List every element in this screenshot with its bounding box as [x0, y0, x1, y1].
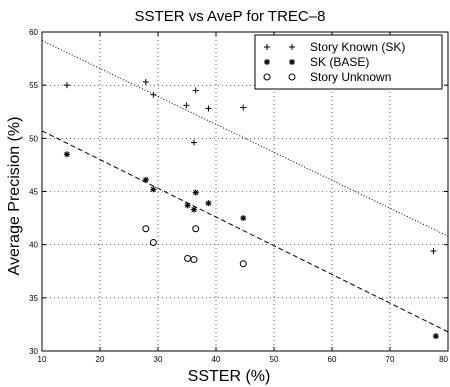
- y-tick-label: 40: [29, 241, 38, 250]
- x-tick-label: 40: [212, 355, 221, 364]
- x-tick-label: 20: [96, 355, 105, 364]
- legend-sk-label: Story Known (SK): [310, 40, 405, 54]
- x-tick-label: 10: [38, 355, 47, 364]
- y-tick-label: 55: [29, 81, 38, 90]
- story-unknown-point: [149, 239, 157, 247]
- legend-sk-base-marker-right: [289, 59, 295, 65]
- sk-point: [142, 78, 149, 85]
- sk-point: [240, 104, 247, 111]
- sk-point: [205, 105, 212, 112]
- legend-story-unknown-label: Story Unknown: [310, 70, 391, 84]
- sk-base-point: [240, 215, 247, 222]
- x-tick-label: 50: [270, 355, 279, 364]
- x-tick-label: 80: [439, 355, 448, 364]
- data-points: [63, 78, 439, 340]
- fit-lines: [41, 40, 449, 333]
- y-axis-label: Average Precision (%): [6, 117, 23, 276]
- x-tick-label: 70: [386, 355, 395, 364]
- story-unknown-point: [239, 260, 247, 268]
- legend-story-unknown-marker-right: [288, 73, 296, 81]
- dotted-fit-line: [41, 40, 449, 237]
- sk-base-point: [432, 333, 439, 340]
- story-unknown-point: [192, 225, 200, 233]
- sk-base-point: [190, 206, 197, 213]
- dashed-fit-line: [41, 130, 449, 333]
- story-unknown-point: [184, 254, 192, 262]
- sk-base-point: [63, 151, 70, 158]
- sk-base-point: [205, 200, 212, 207]
- legend-story-unknown-marker-left: [263, 73, 271, 81]
- legend-sk-marker-right: [289, 44, 295, 50]
- legend-sk-base-marker-left: [264, 59, 270, 65]
- sk-point: [192, 87, 199, 94]
- y-tick-label: 60: [29, 28, 38, 37]
- legend-box: [254, 34, 443, 90]
- legend: Story Known (SK)SK (BASE)Story Unknown: [254, 34, 443, 90]
- sk-base-point: [192, 189, 199, 196]
- sk-point: [150, 91, 157, 98]
- legend-sk-base-label: SK (BASE): [310, 55, 369, 69]
- sk-base-point: [184, 202, 191, 209]
- x-tick-label: 30: [154, 355, 163, 364]
- plot-frame: [41, 31, 449, 352]
- sk-base-point: [150, 186, 157, 193]
- sk-point: [183, 102, 190, 109]
- y-tick-label: 50: [29, 134, 38, 143]
- y-tick-label: 35: [29, 294, 38, 303]
- sk-base-point: [142, 176, 149, 183]
- sk-point: [190, 139, 197, 146]
- story-unknown-point: [190, 256, 198, 264]
- story-unknown-point: [142, 225, 150, 233]
- legend-sk-marker-left: [264, 44, 270, 50]
- sk-point: [63, 82, 70, 89]
- y-tick-label: 45: [29, 188, 38, 197]
- y-tick-label: 30: [29, 347, 38, 356]
- chart-title: SSTER vs AveP for TREC–8: [135, 8, 326, 25]
- x-axis-label: SSTER (%): [188, 368, 271, 385]
- x-tick-label: 60: [328, 355, 337, 364]
- sk-point: [430, 248, 437, 255]
- axis-ticks: 10 20 30 40 50 60 70 80 30 35 40 45 50 55 60: [29, 28, 448, 364]
